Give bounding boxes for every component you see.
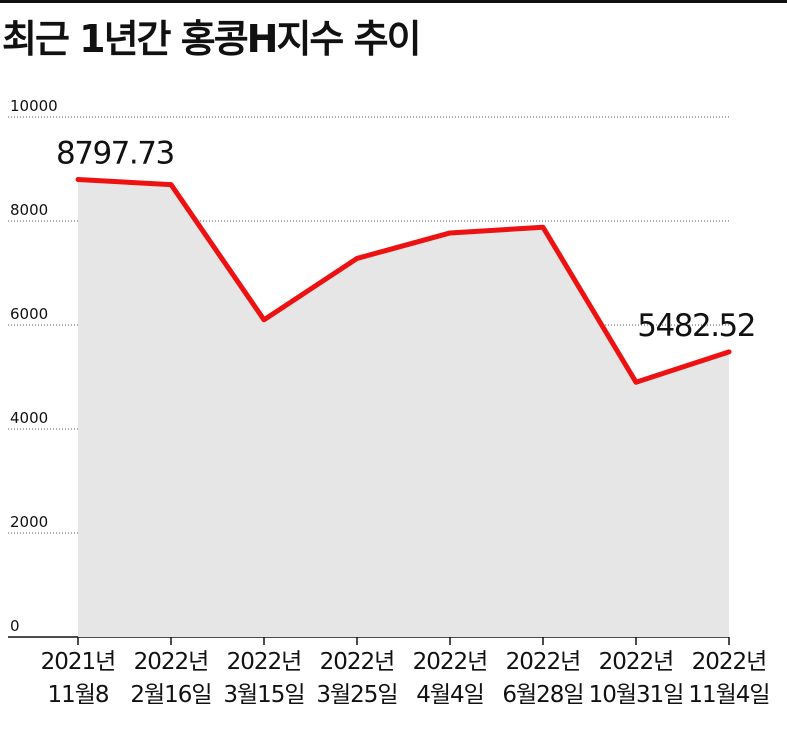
x-tick-label-year: 2022년: [506, 649, 581, 675]
y-tick-label: 2000: [10, 513, 48, 531]
x-tick-label-year: 2022년: [134, 649, 209, 675]
x-tick-label-year: 2022년: [599, 649, 674, 675]
chart-title: 최근 1년간 홍콩H지수 추이: [2, 17, 422, 61]
x-axis-labels: 2021년 11월8 2022년 2월16일 2022년 3월15일 2022년 3월25일 2…: [41, 649, 771, 708]
x-tick-label-year: 2022년: [227, 649, 302, 675]
data-label: 8797.73: [56, 136, 174, 172]
x-tick-label-year: 2022년: [320, 649, 395, 675]
x-tick-label-date: 6월28일: [502, 682, 583, 708]
x-tick-label-date: 11월8: [47, 682, 108, 708]
x-tick-label-year: 2022년: [413, 649, 488, 675]
x-tick-label-year: 2021년: [41, 649, 116, 675]
x-tick-label-date: 3월25일: [316, 682, 397, 708]
x-tick-label-date: 3월15일: [223, 682, 304, 708]
y-tick-label: 4000: [10, 409, 48, 427]
y-tick-label: 0: [10, 617, 20, 635]
series-line: [75, 177, 732, 385]
top-rule: [0, 0, 787, 3]
y-tick-label: 6000: [10, 305, 48, 323]
data-label: 5482.52: [637, 308, 755, 344]
y-tick-label: 8000: [10, 201, 48, 219]
data-labels: 8797.73 5482.52: [56, 136, 757, 344]
x-tick-label-date: 10월31일: [589, 682, 684, 708]
y-axis-ticks: 0 2000 4000 6000 8000 10000: [10, 97, 58, 635]
y-tick-label: 10000: [10, 97, 58, 115]
x-tick-label-date: 4월4일: [416, 682, 484, 708]
series-area: [78, 179, 729, 637]
x-tick-label-date: 11월4일: [688, 682, 769, 708]
x-tick-label-year: 2022년: [692, 649, 767, 675]
plot-area: [75, 177, 732, 645]
x-tick-label-date: 2월16일: [130, 682, 211, 708]
